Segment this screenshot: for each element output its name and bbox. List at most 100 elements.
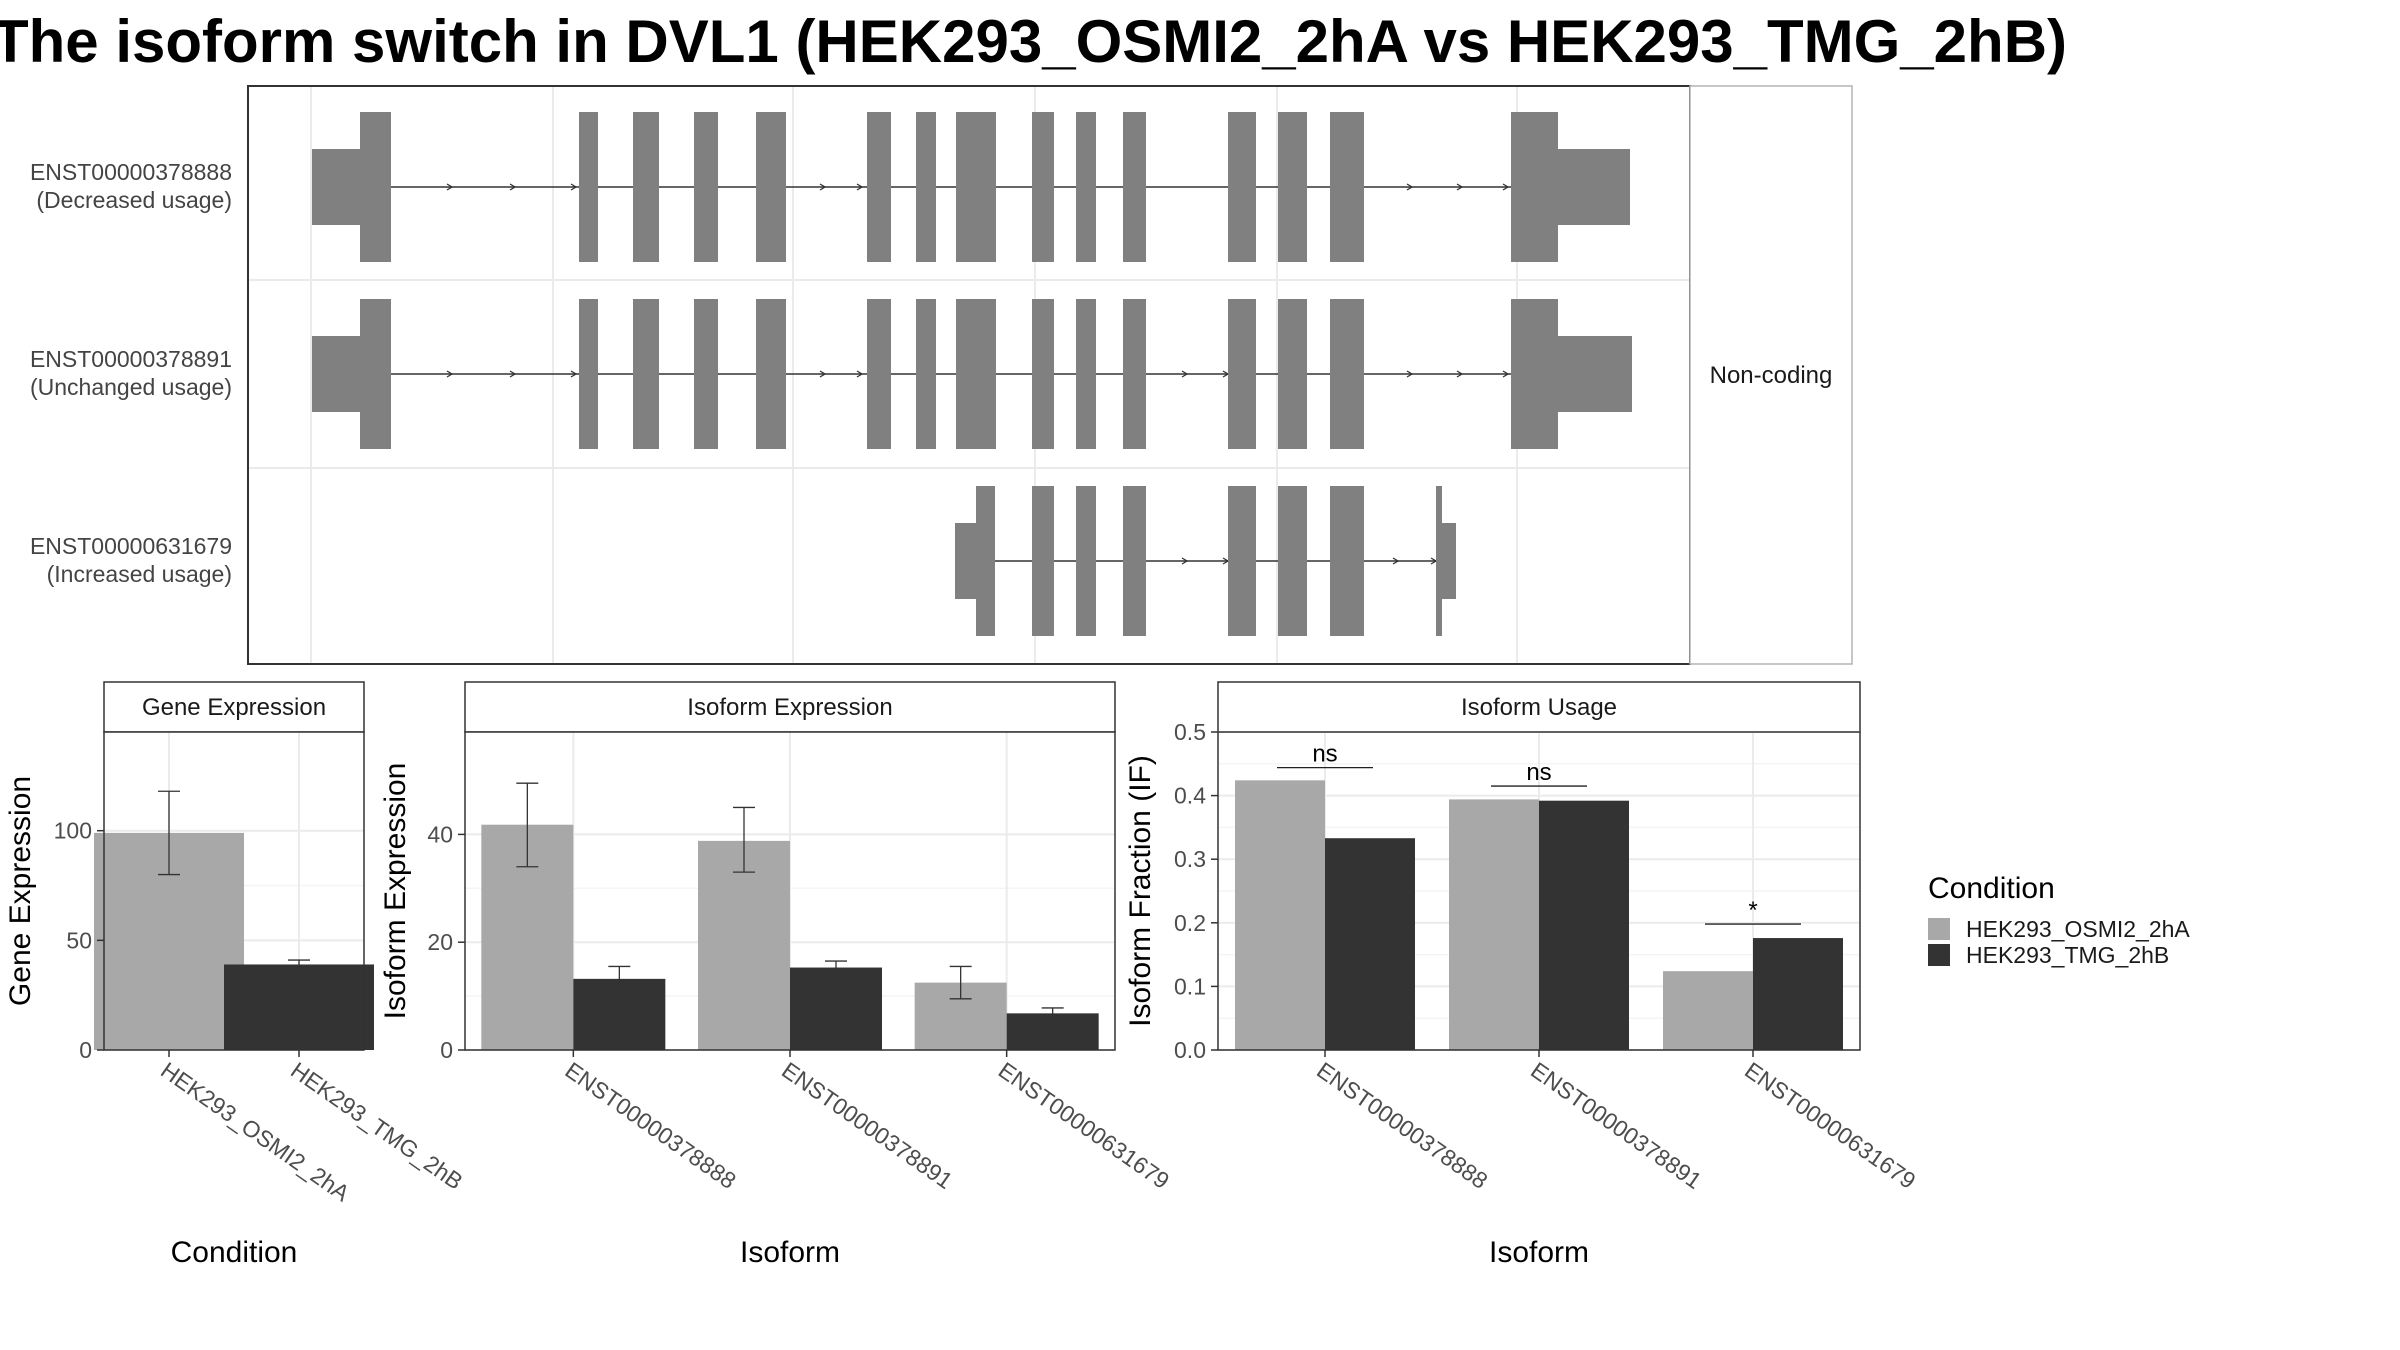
y-tick-label: 0.5 <box>1174 719 1206 745</box>
x-tick-label: ENST00000378891 <box>777 1057 957 1194</box>
y-tick-label: 0.4 <box>1174 783 1206 809</box>
intron-arrow <box>446 370 454 378</box>
coding-exon <box>956 112 996 262</box>
intron-arrow <box>1456 370 1464 378</box>
transcript-usage-label: (Increased usage) <box>47 561 232 587</box>
significance-label: ns <box>1526 759 1551 786</box>
coding-exon <box>1278 112 1307 262</box>
bar <box>1753 938 1843 1050</box>
coding-exon <box>1330 112 1364 262</box>
intron-arrow <box>856 183 864 191</box>
y-axis-title: Isoform Fraction (IF) <box>1124 755 1157 1027</box>
x-tick-label: ENST00000631679 <box>1740 1057 1920 1194</box>
bar <box>698 840 790 1050</box>
coding-exon <box>579 112 598 262</box>
coding-exon <box>1330 486 1364 636</box>
x-tick-label: ENST00000378888 <box>560 1057 740 1194</box>
transcript-usage-label: (Unchanged usage) <box>30 374 232 400</box>
legend-swatch <box>1928 944 1950 966</box>
utr-exon <box>1442 523 1456 599</box>
y-tick-label: 0.3 <box>1174 846 1206 872</box>
utr-exon <box>312 149 360 225</box>
utr-exon <box>955 523 976 599</box>
coding-exon <box>1511 112 1558 262</box>
transcript-id-label: ENST00000631679 <box>30 533 232 559</box>
panel-strip-label: Isoform Usage <box>1461 694 1617 721</box>
x-axis-title: Condition <box>171 1236 298 1269</box>
intron-arrow <box>856 370 864 378</box>
coding-exon <box>579 299 598 449</box>
transcript-track <box>312 299 1632 449</box>
y-tick-label: 0 <box>440 1037 453 1063</box>
x-axis-title: Isoform <box>740 1236 840 1269</box>
intron-arrow <box>446 183 454 191</box>
intron-arrow <box>1181 370 1189 378</box>
plot-border <box>103 731 365 1051</box>
coding-exon <box>1436 486 1442 636</box>
coding-exon <box>1330 299 1364 449</box>
coding-exon <box>633 299 659 449</box>
transcript-usage-label: (Decreased usage) <box>36 187 232 213</box>
coding-exon <box>360 112 391 262</box>
intron-arrow <box>509 370 517 378</box>
coding-exon <box>756 112 786 262</box>
x-axis-title: Isoform <box>1489 1236 1589 1269</box>
bar <box>790 967 882 1050</box>
legend-swatch <box>1928 918 1950 940</box>
bar <box>224 964 374 1050</box>
panel-strip <box>464 681 1116 733</box>
utr-exon <box>1558 336 1632 412</box>
x-tick-label: ENST00000631679 <box>994 1057 1174 1194</box>
coding-exon <box>956 299 996 449</box>
bar <box>1006 1013 1099 1050</box>
coding-exon <box>360 299 391 449</box>
y-tick-label: 50 <box>66 927 92 953</box>
y-tick-label: 0.0 <box>1174 1037 1206 1063</box>
intron-arrow <box>1392 557 1400 565</box>
intron-arrow <box>1456 183 1464 191</box>
panel-strip-label: Gene Expression <box>142 694 326 721</box>
transcript-track <box>312 112 1630 262</box>
coding-exon <box>694 299 718 449</box>
bar <box>1449 799 1539 1050</box>
y-axis-title: Isoform Expression <box>379 763 412 1020</box>
transcript-track <box>955 486 1456 636</box>
intron-arrow <box>819 370 827 378</box>
coding-exon <box>1278 299 1307 449</box>
intron-arrow <box>1406 370 1414 378</box>
coding-exon <box>916 299 936 449</box>
utr-exon <box>1558 149 1630 225</box>
intron-arrow <box>1502 183 1510 191</box>
coding-exon <box>1032 486 1054 636</box>
coding-exon <box>1076 112 1096 262</box>
coding-exon <box>694 112 718 262</box>
y-tick-label: 100 <box>54 818 92 844</box>
y-tick-label: 0.2 <box>1174 910 1206 936</box>
coding-exon <box>1228 299 1256 449</box>
coding-exon <box>867 299 891 449</box>
facet-label: Non-coding <box>1710 362 1833 389</box>
x-tick-label: ENST00000378888 <box>1312 1057 1492 1194</box>
legend-item-label: HEK293_TMG_2hB <box>1966 942 2169 968</box>
panel-strip <box>103 681 365 733</box>
coding-exon <box>976 486 995 636</box>
y-tick-label: 0 <box>79 1037 92 1063</box>
transcript-id-label: ENST00000378888 <box>30 159 232 185</box>
coding-exon <box>1511 299 1558 449</box>
legend-item-label: HEK293_OSMI2_2hA <box>1966 916 2190 942</box>
intron-arrow <box>1502 370 1510 378</box>
intron-arrow <box>819 183 827 191</box>
chart-title: The isoform switch in DVL1 (HEK293_OSMI2… <box>0 8 2068 75</box>
panel-strip-label: Isoform Expression <box>687 694 892 721</box>
y-tick-label: 20 <box>427 929 453 955</box>
legend-title: Condition <box>1928 872 2055 905</box>
coding-exon <box>756 299 786 449</box>
intron-arrow <box>570 183 578 191</box>
coding-exon <box>1032 112 1054 262</box>
coding-exon <box>916 112 936 262</box>
coding-exon <box>1123 299 1146 449</box>
y-axis-title: Gene Expression <box>4 776 37 1006</box>
coding-exon <box>1076 486 1096 636</box>
intron-arrow <box>570 370 578 378</box>
